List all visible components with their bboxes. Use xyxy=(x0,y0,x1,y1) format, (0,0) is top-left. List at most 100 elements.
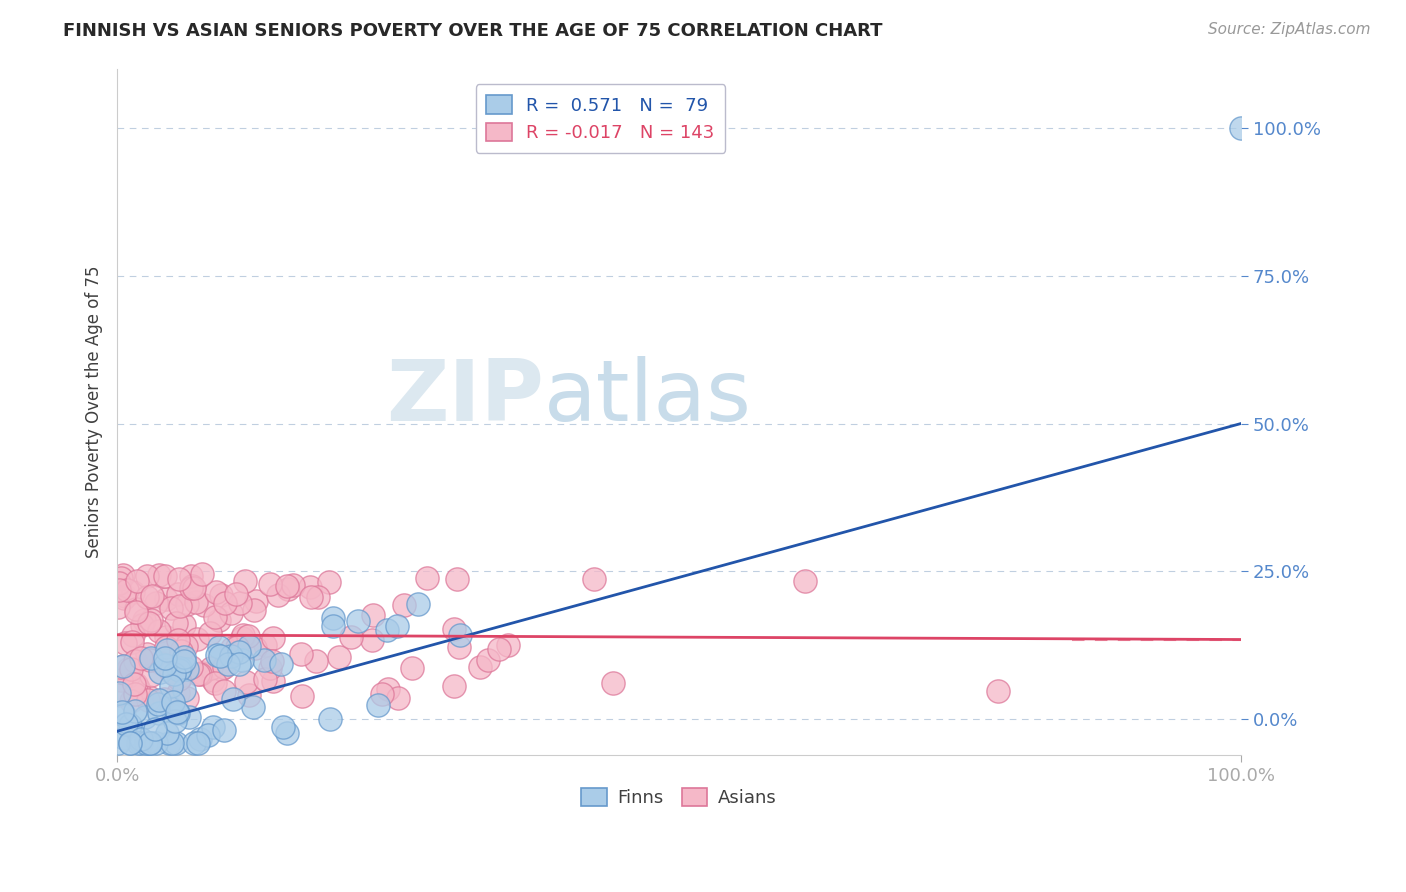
Point xyxy=(387,691,409,706)
Point xyxy=(120,736,142,750)
Point xyxy=(190,567,212,582)
Point xyxy=(259,577,281,591)
Point xyxy=(162,695,184,709)
Point xyxy=(217,657,239,672)
Point xyxy=(177,710,200,724)
Point xyxy=(193,598,215,612)
Point xyxy=(197,728,219,742)
Point xyxy=(125,605,148,619)
Point xyxy=(110,659,132,673)
Point xyxy=(110,571,132,585)
Point xyxy=(200,625,222,640)
Legend: Finns, Asians: Finns, Asians xyxy=(574,780,785,814)
Point xyxy=(155,651,177,665)
Point xyxy=(449,628,471,642)
Point xyxy=(212,684,235,698)
Point xyxy=(208,614,231,628)
Point xyxy=(127,574,149,589)
Point xyxy=(125,677,148,691)
Point xyxy=(114,589,136,603)
Point xyxy=(110,673,132,687)
Point xyxy=(214,723,236,738)
Point xyxy=(228,657,250,671)
Point xyxy=(166,686,188,700)
Point xyxy=(139,651,162,665)
Point xyxy=(162,736,184,750)
Point xyxy=(124,654,146,668)
Point xyxy=(298,580,321,594)
Point xyxy=(169,599,191,614)
Point xyxy=(129,651,152,665)
Point xyxy=(401,660,423,674)
Point xyxy=(276,579,298,593)
Point xyxy=(231,631,253,645)
Point xyxy=(187,667,209,681)
Point xyxy=(131,618,153,632)
Point xyxy=(188,732,211,747)
Point xyxy=(136,736,159,750)
Point xyxy=(262,631,284,645)
Point xyxy=(367,698,389,712)
Point xyxy=(136,591,159,605)
Point xyxy=(166,706,188,720)
Point xyxy=(122,677,145,691)
Point xyxy=(149,665,172,680)
Point xyxy=(163,666,186,681)
Point xyxy=(346,614,368,628)
Point xyxy=(129,736,152,750)
Point xyxy=(318,574,340,589)
Point xyxy=(242,700,264,714)
Point xyxy=(262,673,284,688)
Point xyxy=(112,591,135,605)
Point xyxy=(226,640,249,655)
Point xyxy=(270,657,292,671)
Point xyxy=(153,692,176,706)
Point xyxy=(155,591,177,606)
Point xyxy=(135,736,157,750)
Point xyxy=(167,632,190,647)
Point xyxy=(328,650,350,665)
Point xyxy=(167,672,190,686)
Point xyxy=(141,589,163,603)
Point xyxy=(160,665,183,680)
Point xyxy=(231,652,253,666)
Point xyxy=(124,602,146,616)
Point xyxy=(112,708,135,723)
Point xyxy=(180,569,202,583)
Point xyxy=(153,657,176,672)
Point xyxy=(242,603,264,617)
Point xyxy=(107,736,129,750)
Point xyxy=(238,639,260,653)
Point xyxy=(271,721,294,735)
Point xyxy=(107,688,129,702)
Point xyxy=(118,736,141,750)
Point xyxy=(443,623,465,637)
Point xyxy=(187,736,209,750)
Point xyxy=(117,669,139,683)
Point xyxy=(167,662,190,676)
Point xyxy=(129,731,152,746)
Point xyxy=(118,717,141,731)
Point xyxy=(148,692,170,706)
Point xyxy=(112,658,135,673)
Point xyxy=(238,629,260,643)
Point xyxy=(138,690,160,704)
Point xyxy=(115,717,138,731)
Point xyxy=(173,683,195,698)
Point xyxy=(200,660,222,674)
Point xyxy=(160,601,183,615)
Text: ZIP: ZIP xyxy=(387,357,544,440)
Point xyxy=(202,673,225,687)
Point xyxy=(145,596,167,610)
Point xyxy=(340,630,363,644)
Point xyxy=(139,614,162,628)
Point xyxy=(228,645,250,659)
Point xyxy=(148,706,170,720)
Point xyxy=(108,576,131,591)
Point xyxy=(155,643,177,657)
Point xyxy=(136,568,159,582)
Point xyxy=(112,731,135,746)
Point xyxy=(232,628,254,642)
Point xyxy=(108,686,131,700)
Point xyxy=(987,684,1010,698)
